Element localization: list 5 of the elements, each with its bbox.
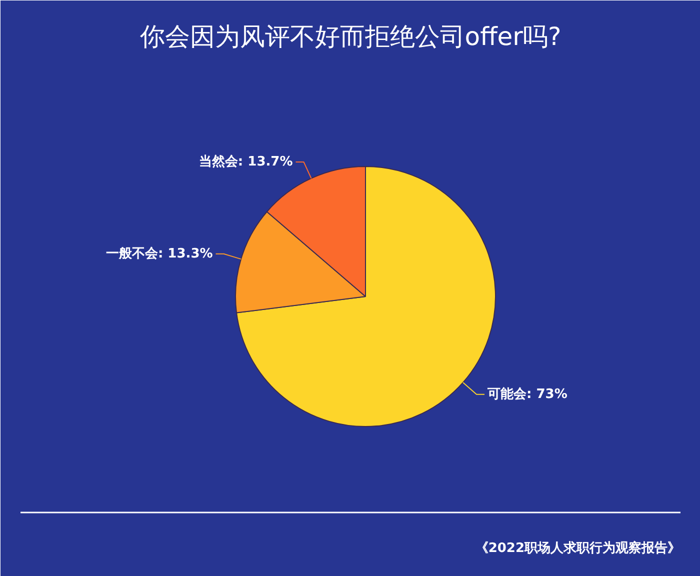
slice-label: 当然会: 13.7% xyxy=(198,154,293,170)
text: 《2022职场人求职行为观察报告》 xyxy=(475,540,681,556)
slice-label: 一般不会: 13.3% xyxy=(106,246,213,262)
slice-label: 可能会: 73% xyxy=(486,386,568,402)
chart-title: 你会因为风评不好而拒绝公司offer吗? xyxy=(138,22,562,51)
